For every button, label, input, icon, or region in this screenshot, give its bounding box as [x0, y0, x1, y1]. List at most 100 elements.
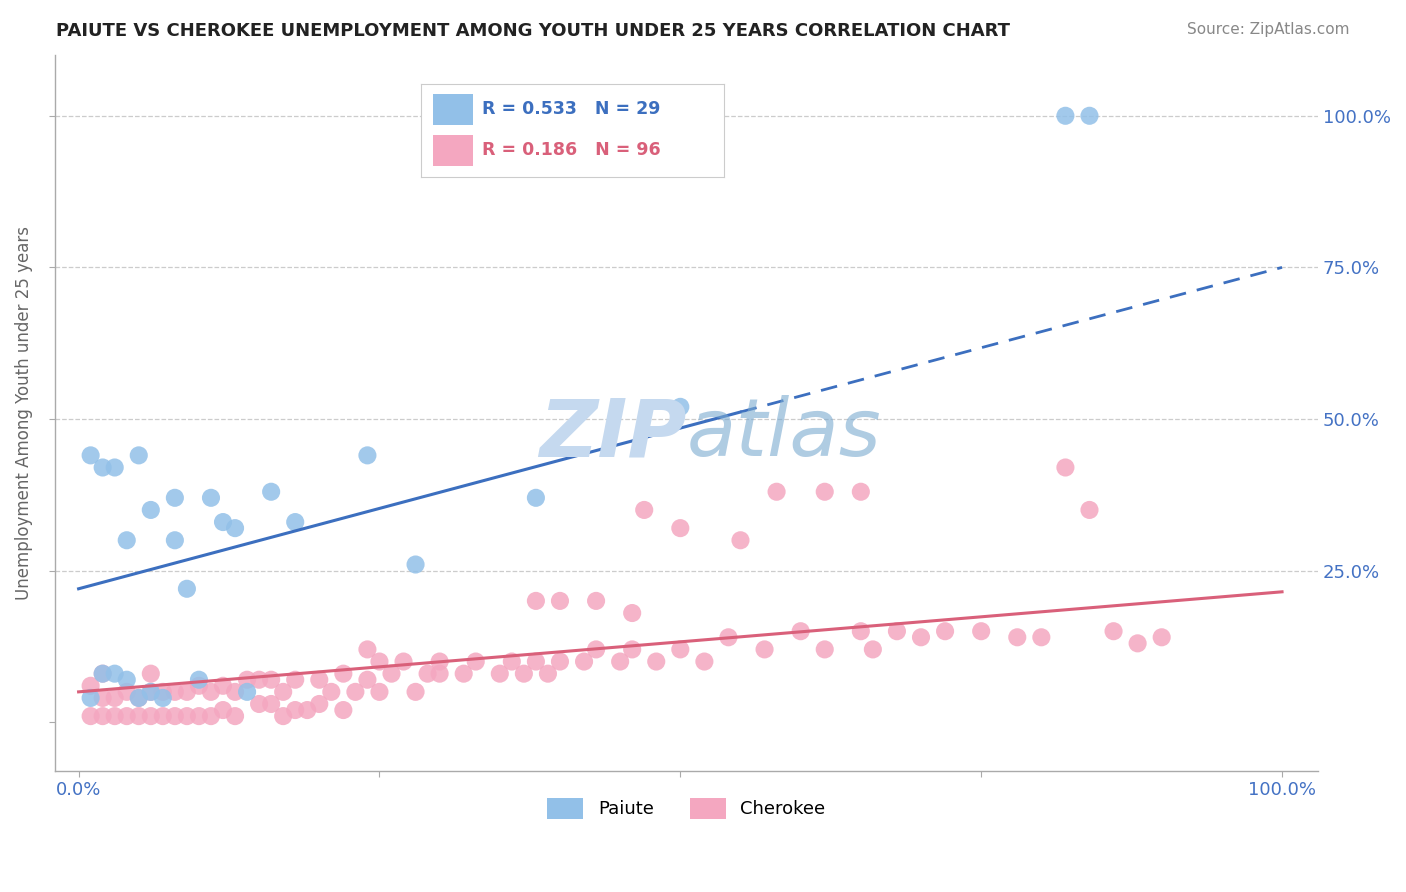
- Paiute: [79, 448, 101, 462]
- Cherokee: [308, 697, 330, 711]
- Paiute: [236, 685, 259, 699]
- Cherokee: [368, 685, 391, 699]
- Cherokee: [128, 709, 150, 723]
- Cherokee: [717, 630, 740, 644]
- Cherokee: [368, 655, 391, 669]
- Paiute: [200, 491, 222, 505]
- Paiute: [139, 685, 162, 699]
- Cherokee: [1007, 630, 1029, 644]
- Cherokee: [247, 697, 270, 711]
- Cherokee: [693, 655, 716, 669]
- Cherokee: [849, 484, 872, 499]
- Cherokee: [163, 685, 186, 699]
- Cherokee: [934, 624, 956, 639]
- Paiute: [356, 448, 378, 462]
- Cherokee: [730, 533, 752, 548]
- Cherokee: [464, 655, 486, 669]
- Cherokee: [139, 685, 162, 699]
- Cherokee: [152, 709, 174, 723]
- Paiute: [139, 503, 162, 517]
- Paiute: [152, 690, 174, 705]
- Paiute: [79, 690, 101, 705]
- Cherokee: [1078, 503, 1101, 517]
- Cherokee: [970, 624, 993, 639]
- Cherokee: [79, 679, 101, 693]
- Cherokee: [524, 594, 547, 608]
- Cherokee: [200, 685, 222, 699]
- Cherokee: [200, 709, 222, 723]
- Cherokee: [139, 709, 162, 723]
- Cherokee: [356, 673, 378, 687]
- Cherokee: [429, 655, 451, 669]
- Cherokee: [224, 685, 246, 699]
- Paiute: [91, 666, 114, 681]
- Cherokee: [429, 666, 451, 681]
- Cherokee: [849, 624, 872, 639]
- Paiute: [284, 515, 307, 529]
- Cherokee: [104, 709, 127, 723]
- Cherokee: [115, 709, 138, 723]
- Paiute: [1078, 109, 1101, 123]
- Cherokee: [392, 655, 415, 669]
- Cherokee: [548, 655, 571, 669]
- Cherokee: [187, 709, 209, 723]
- Cherokee: [271, 685, 294, 699]
- Cherokee: [645, 655, 668, 669]
- Paiute: [128, 448, 150, 462]
- Cherokee: [176, 685, 198, 699]
- Cherokee: [621, 642, 644, 657]
- Cherokee: [91, 709, 114, 723]
- Paiute: [163, 491, 186, 505]
- Cherokee: [862, 642, 884, 657]
- Cherokee: [765, 484, 787, 499]
- Cherokee: [297, 703, 319, 717]
- Cherokee: [814, 484, 837, 499]
- Cherokee: [104, 690, 127, 705]
- Cherokee: [152, 685, 174, 699]
- Cherokee: [669, 521, 692, 535]
- Cherokee: [488, 666, 510, 681]
- Cherokee: [212, 679, 235, 693]
- Cherokee: [308, 673, 330, 687]
- Cherokee: [284, 703, 307, 717]
- Paiute: [212, 515, 235, 529]
- Paiute: [669, 400, 692, 414]
- Cherokee: [356, 642, 378, 657]
- Cherokee: [910, 630, 932, 644]
- Cherokee: [585, 642, 607, 657]
- Text: PAIUTE VS CHEROKEE UNEMPLOYMENT AMONG YOUTH UNDER 25 YEARS CORRELATION CHART: PAIUTE VS CHEROKEE UNEMPLOYMENT AMONG YO…: [56, 22, 1011, 40]
- Paiute: [104, 460, 127, 475]
- Text: ZIP: ZIP: [538, 395, 686, 474]
- Cherokee: [621, 606, 644, 620]
- Cherokee: [669, 642, 692, 657]
- Cherokee: [814, 642, 837, 657]
- Cherokee: [91, 690, 114, 705]
- Cherokee: [176, 709, 198, 723]
- Cherokee: [789, 624, 811, 639]
- Cherokee: [236, 673, 259, 687]
- Paiute: [115, 533, 138, 548]
- Cherokee: [332, 666, 354, 681]
- Paiute: [91, 460, 114, 475]
- Cherokee: [115, 685, 138, 699]
- Cherokee: [260, 697, 283, 711]
- Paiute: [260, 484, 283, 499]
- Cherokee: [79, 709, 101, 723]
- Cherokee: [585, 594, 607, 608]
- Cherokee: [260, 673, 283, 687]
- Paiute: [176, 582, 198, 596]
- Cherokee: [212, 703, 235, 717]
- Cherokee: [633, 503, 655, 517]
- Cherokee: [163, 709, 186, 723]
- Cherokee: [572, 655, 595, 669]
- Cherokee: [1054, 460, 1077, 475]
- Cherokee: [1150, 630, 1173, 644]
- Cherokee: [513, 666, 536, 681]
- Text: Source: ZipAtlas.com: Source: ZipAtlas.com: [1187, 22, 1350, 37]
- Cherokee: [91, 666, 114, 681]
- Paiute: [524, 491, 547, 505]
- Cherokee: [416, 666, 439, 681]
- Cherokee: [284, 673, 307, 687]
- Cherokee: [247, 673, 270, 687]
- Cherokee: [537, 666, 560, 681]
